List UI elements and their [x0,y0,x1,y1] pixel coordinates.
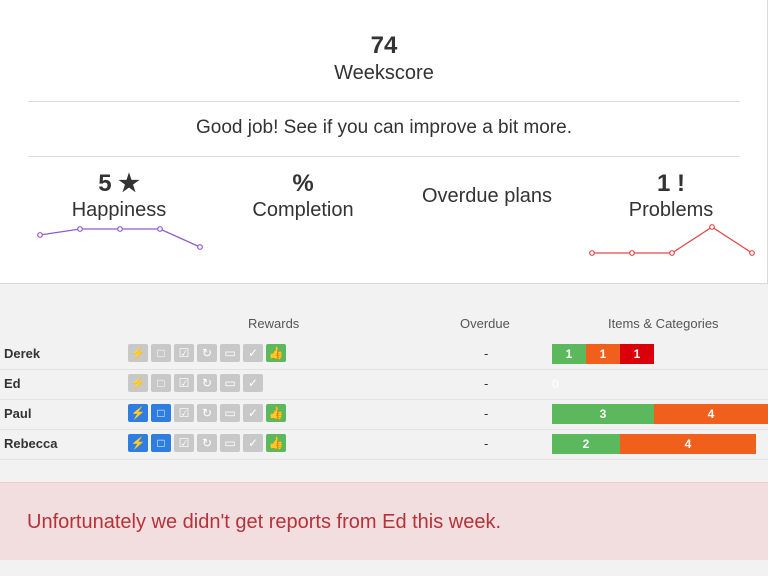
overdue-plans-label: Overdue plans [421,185,553,207]
sparkline-point [749,250,755,256]
table-row: Paul ⚡ □ ☑ ↻ ▭ ✓ 👍 - 3 4 [0,400,768,430]
sparkline-point [157,226,163,232]
category-segment: 4 [654,404,768,424]
category-segment: 1 [620,344,654,364]
checkbox-icon: ☑ [174,434,194,452]
happiness-label: Happiness [71,199,167,221]
reward-icons: ⚡ □ ☑ ↻ ▭ ✓ 👍 [128,434,286,454]
sparkline-path [592,226,753,254]
table-row: Ed ⚡ □ ☑ ↻ ▭ ✓ - 0 [0,370,768,400]
sparkline-point [589,250,595,256]
thumbs-up-icon: 👍 [266,404,286,422]
bolt-icon: ⚡ [128,374,148,392]
happiness-value: 5 ★ [98,170,140,197]
member-name[interactable]: Paul [4,406,32,421]
member-name[interactable]: Ed [4,376,21,391]
header-items-categories: Items & Categories [608,316,719,331]
bolt-icon: ⚡ [128,344,148,362]
bolt-icon: ⚡ [128,434,148,452]
check-icon: ✓ [243,374,263,392]
sparkline-point [117,226,123,232]
refresh-icon: ↻ [197,434,217,452]
header-rewards: Rewards [248,316,300,331]
table-row: Rebecca ⚡ □ ☑ ↻ ▭ ✓ 👍 - 2 4 [0,430,768,460]
divider [28,101,740,102]
category-segment: 1 [552,344,586,364]
bolt-icon: ⚡ [128,404,148,422]
divider [28,156,740,157]
sparkline-point [197,244,203,250]
sparkline-point [709,224,715,230]
category-segment: 2 [552,434,620,454]
problems-sparkline [589,224,755,256]
square-icon: □ [151,374,171,392]
check-icon: ✓ [243,344,263,362]
empty-items-value: 0 [552,377,559,391]
sparkline-point [669,250,675,256]
missing-report-alert: Unfortunately we didn't get reports from… [0,482,768,560]
overdue-value: - [484,406,489,421]
refresh-icon: ↻ [197,404,217,422]
reward-icons: ⚡ □ ☑ ↻ ▭ ✓ [128,374,263,394]
chat-icon: ▭ [220,434,240,452]
thumbs-up-icon: 👍 [266,434,286,452]
feedback-message: Good job! See if you can improve a bit m… [196,117,572,138]
checkbox-icon: ☑ [174,344,194,362]
check-icon: ✓ [243,434,263,452]
chat-icon: ▭ [220,344,240,362]
weekscore-value: 74 [370,32,398,59]
overdue-value: - [484,346,489,361]
chat-icon: ▭ [220,404,240,422]
table-row: Derek ⚡ □ ☑ ↻ ▭ ✓ 👍 -1 1 1 [0,340,768,370]
square-icon: □ [151,434,171,452]
square-icon: □ [151,404,171,422]
category-segment: 3 [552,404,654,424]
problems-label: Problems [628,199,714,221]
problems-value: 1 ! [656,170,685,197]
checkbox-icon: ☑ [174,404,194,422]
completion-value: % [292,170,314,197]
category-segment: 1 [586,344,620,364]
happiness-sparkline [37,226,203,250]
overdue-value: - [484,436,489,451]
reward-icons: ⚡ □ ☑ ↻ ▭ ✓ 👍 [128,344,286,364]
refresh-icon: ↻ [197,344,217,362]
reward-icons: ⚡ □ ☑ ↻ ▭ ✓ 👍 [128,404,286,424]
weekscore-card: 74 Weekscore Good job! See if you can im… [0,0,768,284]
member-name[interactable]: Rebecca [4,436,58,451]
category-segment: 4 [620,434,756,454]
weekscore-label: Weekscore [334,62,434,84]
metric-overdue-plans: Overdue plans [400,184,574,208]
metric-completion: % Completion [228,170,378,222]
square-icon: □ [151,344,171,362]
refresh-icon: ↻ [197,374,217,392]
sparkline-point [77,226,83,232]
header-overdue: Overdue [460,316,510,331]
alert-text: Unfortunately we didn't get reports from… [27,511,502,533]
member-name[interactable]: Derek [4,346,41,361]
chat-icon: ▭ [220,374,240,392]
completion-label: Completion [252,199,354,221]
checkbox-icon: ☑ [174,374,194,392]
check-icon: ✓ [243,404,263,422]
thumbs-up-icon: 👍 [266,344,286,362]
metric-happiness: 5 ★ Happiness [44,170,194,222]
sparkline-point [629,250,635,256]
overdue-value: - [484,376,489,391]
sparkline-point [37,232,43,238]
metric-problems: 1 ! Problems [596,170,746,222]
